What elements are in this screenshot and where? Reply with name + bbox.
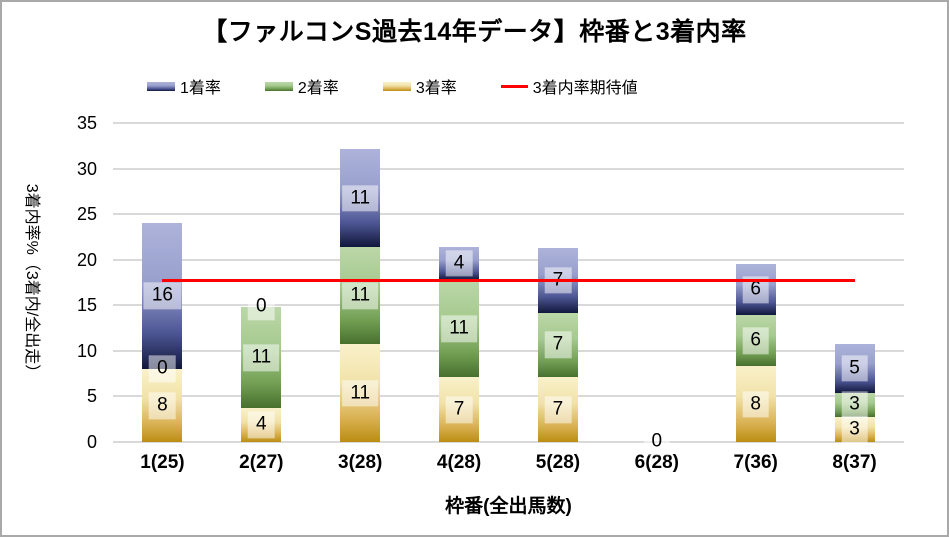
gridline [113,349,904,352]
legend-label-win-rate: 1着率 [180,80,221,97]
bar-value-label: 7 [445,396,473,423]
legend-item-second-rate: 2着率 [264,74,339,98]
legend-swatch-expected [500,84,528,88]
gridline [113,304,904,307]
gridline [113,258,904,261]
y-tick-label: 20 [76,249,97,270]
expected-value-line [162,279,855,283]
x-category-label: 3(28) [338,452,383,473]
legend-item-third-rate: 3着率 [382,74,457,98]
second-rate-swatch-icon [264,81,293,91]
x-category-label: 2(27) [239,452,284,473]
bar-value-label: 16 [143,282,182,310]
y-tick-label: 35 [76,113,97,133]
x-category-label: 5(28) [535,452,581,473]
legend-item-expected-line: 3着内率期待値 [500,74,638,98]
third-rate-swatch-icon [382,81,411,91]
bar-value-label: 11 [342,184,379,212]
bar-value-label: 4 [445,250,473,277]
bar-value-label: 8 [149,392,176,419]
x-category-label: 6(28) [634,452,679,473]
gridline [113,122,904,124]
bar-value-label: 0 [149,355,176,383]
plot-area: 8016411011111171147778663350 [113,122,904,456]
bar-value-label: 11 [342,379,379,407]
y-tick-label: 25 [76,204,97,225]
legend-item-win-rate: 1着率 [147,74,221,98]
y-tick-label: 15 [76,295,97,316]
bar-value-label: 4 [248,411,275,439]
y-tick-label: 0 [86,432,97,452]
bar-value-label: 7 [544,331,572,359]
bar-value-label: 11 [342,282,379,310]
legend-label-third-rate: 3着率 [415,80,457,97]
x-axis-category-labels: 1(25) 2(27) 3(28) 4(28) 5(28) 6(28) 7(36) 8(37) [113,452,904,478]
bar-value-label: 3 [841,416,868,444]
x-category-label: 8(37) [832,452,877,473]
win-rate-swatch-icon [147,81,175,91]
bar-value-label: 0 [248,293,275,321]
legend-label-second-rate: 2着率 [297,80,339,97]
x-category-label: 1(25) [140,452,185,473]
bar-value-label: 11 [243,344,280,372]
bar-value-label: 11 [441,315,477,342]
bar-value-label: 8 [742,390,769,418]
gridline [113,213,904,216]
legend-label-expected: 3着内率期待値 [532,80,638,97]
y-tick-label: 5 [86,386,97,407]
bar-value-label: 3 [841,391,868,419]
chart-title: 【ファルコンS過去14年データ】枠番と3着内率 [202,18,747,46]
y-tick-label: 10 [76,340,97,361]
bar-value-label: 7 [544,396,572,423]
bar-value-label: 6 [742,327,769,355]
y-tick-label: 30 [76,158,97,179]
x-axis-title: 枠番(全出馬数) [445,496,572,517]
y-axis-tick-labels: 0 5 10 15 20 25 30 35 [2,113,105,452]
baseline-zero-label: 0 [643,428,671,456]
gridline [113,167,904,170]
x-category-label: 7(36) [733,452,778,473]
gridline [113,441,904,443]
bar-value-label: 5 [841,354,868,382]
gridline [113,395,904,398]
x-category-label: 4(28) [436,452,482,473]
chart-legend: 1着率 2着率 3着率 3着内率期待値 [147,74,638,98]
